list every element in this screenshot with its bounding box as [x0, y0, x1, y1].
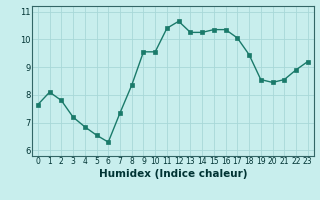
X-axis label: Humidex (Indice chaleur): Humidex (Indice chaleur) [99, 169, 247, 179]
